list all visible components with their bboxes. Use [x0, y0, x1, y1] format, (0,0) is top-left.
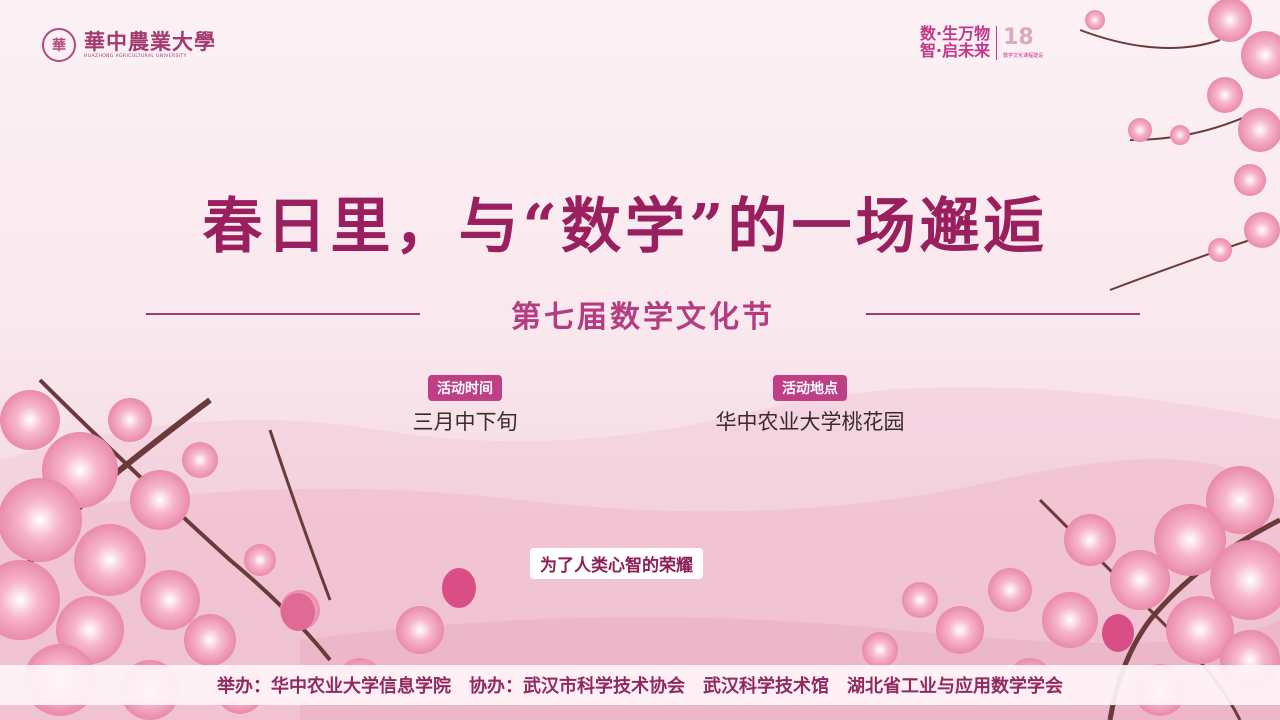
slogan-line1: 数·生万物 — [920, 24, 991, 44]
event-time-block: 活动时间 三月中下旬 — [375, 375, 555, 436]
anniversary-text: 数学文化课程建设 — [1003, 53, 1044, 59]
event-location-value: 华中农业大学桃花园 — [715, 410, 905, 434]
slogan-divider — [996, 26, 998, 60]
co-organizer-3: 湖北省工业与应用数学学会 — [847, 676, 1063, 697]
subtitle: 第七届数学文化节 — [511, 300, 775, 335]
main-title: 春日里，与“数学”的一场邂逅 — [202, 192, 1048, 262]
subtitle-right-rule — [866, 313, 1140, 315]
co-organizer: 协办：武汉市科学技术协会 — [469, 676, 685, 697]
event-location-label: 活动地点 — [773, 375, 847, 401]
slogan-logo: 数·生万物 智·启未来 18 数学文化课程建设 — [920, 24, 1044, 60]
university-seal-icon: 華 — [42, 28, 76, 62]
university-name-cn: 華中農業大學 — [84, 28, 216, 54]
event-location-block: 活动地点 华中农业大学桃花园 — [680, 375, 940, 436]
event-time-value: 三月中下旬 — [412, 410, 518, 434]
slogan-line2: 智·启未来 — [920, 41, 991, 60]
event-time-label: 活动时间 — [428, 375, 502, 401]
subtitle-row: 第七届数学文化节 — [146, 292, 1140, 336]
subtitle-left-rule — [146, 313, 420, 315]
university-name-en: HUAZHONG AGRICULTURAL UNIVERSITY — [84, 53, 187, 59]
motto-badge: 为了人类心智的荣耀 — [530, 548, 703, 579]
co-organizer-2: 武汉科学技术馆 — [703, 676, 829, 697]
university-logo: 華 華中農業大學 HUAZHONG AGRICULTURAL UNIVERSIT… — [42, 28, 216, 62]
organizer: 举办：华中农业大学信息学院 — [217, 676, 451, 697]
footer-organizers: 举办：华中农业大学信息学院 协办：武汉市科学技术协会 武汉科学技术馆 湖北省工业… — [0, 665, 1280, 705]
anniversary-number: 18 — [1003, 25, 1034, 50]
